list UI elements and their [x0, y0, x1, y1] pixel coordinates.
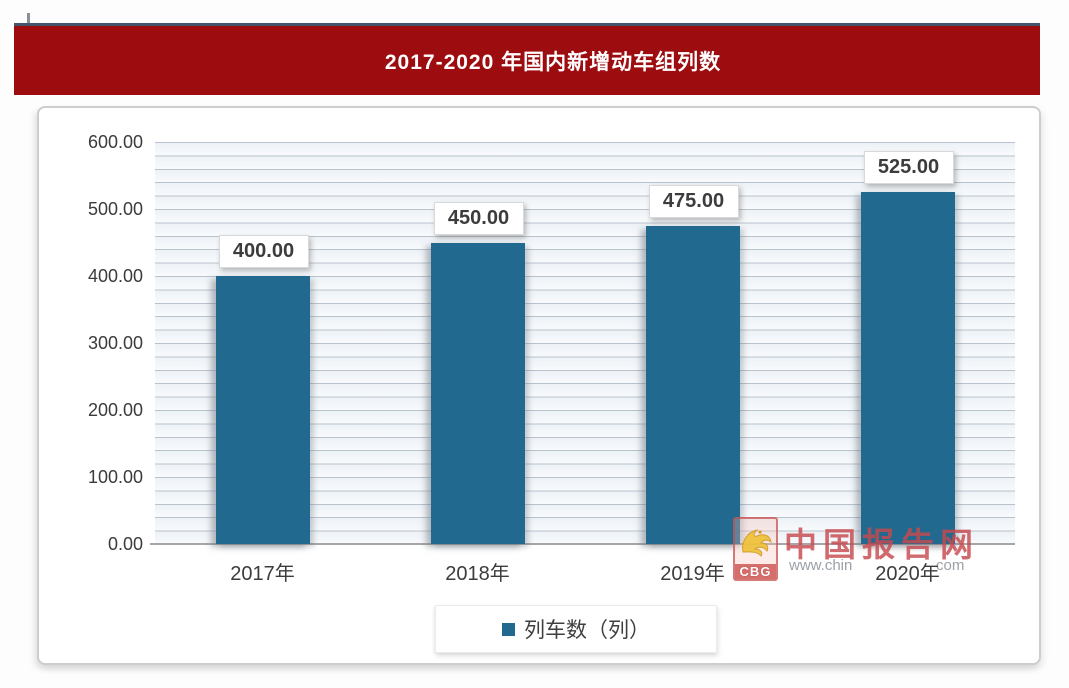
- x-axis-label-2019年: 2019年: [660, 563, 725, 585]
- watermark-site-name: 中国报告网: [784, 526, 979, 563]
- y-axis-tick-label: 400.00: [87, 266, 143, 286]
- y-axis: 600.00 500.00 400.00 300.00 200.00 100.00 0.00: [39, 108, 143, 663]
- plot-area: 400.00 450.00 475.00 525.00: [150, 142, 1015, 545]
- x-axis-label-2018年: 2018年: [445, 563, 510, 585]
- bar-2018年: [430, 242, 525, 544]
- watermark-url-prefix: www.chin: [789, 557, 853, 574]
- data-label-2019年: 475.00: [648, 184, 739, 218]
- y-axis-tick-label: 100.00: [87, 467, 143, 487]
- bar-2019年: [645, 225, 740, 544]
- y-axis-tick-label: 200.00: [87, 400, 143, 420]
- legend: 列车数（列）: [435, 605, 717, 653]
- watermark-url-suffix: com: [936, 557, 965, 574]
- bar-2017年: [215, 276, 310, 544]
- x-axis: 2017年 2018年 2019年 2020年: [155, 557, 1015, 585]
- y-axis-tick-label: 0.00: [107, 534, 143, 554]
- bar-2020年: [860, 192, 955, 544]
- data-label-2017年: 400.00: [218, 235, 309, 268]
- banner-top-accent-line: [14, 23, 1040, 26]
- data-label-2018年: 450.00: [433, 201, 524, 235]
- watermark-logo: CBG: [733, 517, 778, 581]
- chart-container: 600.00 500.00 400.00 300.00 200.00 100.00 0.00…: [37, 106, 1041, 665]
- stray-mark: [27, 13, 30, 23]
- phoenix-icon: [742, 529, 772, 557]
- y-axis-tick-label: 300.00: [87, 333, 143, 353]
- chart-title-banner: 2017-2020 年国内新增动车组列数: [14, 26, 1040, 95]
- legend-marker-icon: [502, 622, 515, 636]
- data-label-2020年: 525.00: [863, 151, 954, 185]
- watermark-logo-text: CBG: [735, 564, 776, 579]
- legend-label: 列车数（列）: [524, 619, 650, 642]
- y-axis-tick-label: 600.00: [87, 132, 143, 152]
- x-axis-label-2020年: 2020年: [875, 563, 940, 585]
- chart-title: 2017-2020 年国内新增动车组列数: [384, 50, 722, 74]
- x-axis-label-2017年: 2017年: [230, 563, 295, 585]
- y-axis-tick-label: 500.00: [87, 199, 143, 219]
- x-axis-line: [150, 543, 1015, 545]
